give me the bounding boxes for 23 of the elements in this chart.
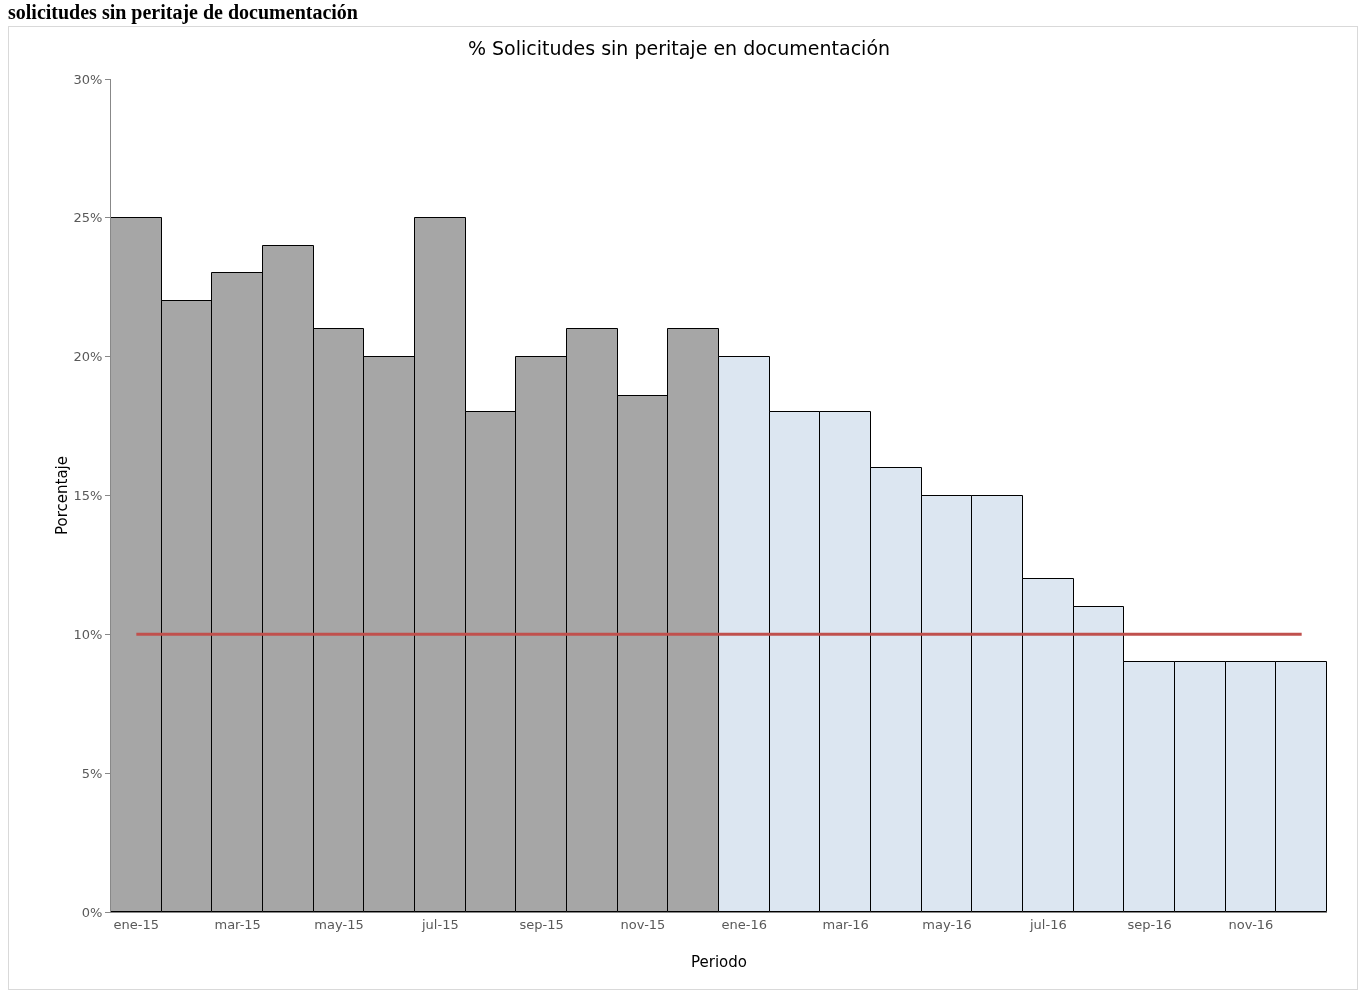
x-tick-label: may-15	[314, 916, 364, 932]
x-tick-label: jul-15	[420, 916, 459, 932]
y-tick-label: 20%	[73, 349, 103, 365]
y-tick-label: 10%	[73, 626, 103, 642]
x-tick-label: nov-16	[1228, 916, 1274, 932]
x-tick-label: mar-16	[822, 916, 869, 932]
x-tick-label: may-16	[922, 916, 972, 932]
chart-title: % Solicitudes sin peritaje en documentación	[467, 36, 891, 59]
y-tick-label: 30%	[73, 71, 103, 87]
y-tick-label: 5%	[81, 765, 103, 781]
x-tick-label: nov-15	[620, 916, 666, 932]
x-tick-label: jul-16	[1028, 916, 1067, 932]
x-tick-label: ene-15	[113, 916, 160, 932]
y-tick-label: 25%	[73, 210, 103, 226]
x-axis-title: Periodo	[691, 953, 747, 971]
x-tick-label: sep-16	[1127, 916, 1172, 932]
x-tick-label: mar-15	[214, 916, 261, 932]
y-tick-label: 15%	[73, 488, 103, 504]
x-tick-label: sep-15	[519, 916, 564, 932]
y-tick-label: 0%	[81, 904, 103, 920]
text: solicitudes sin peritaje de documentación	[7, 0, 359, 24]
y-axis-title: Porcentaje	[53, 456, 72, 535]
x-tick-label: ene-16	[721, 916, 768, 932]
